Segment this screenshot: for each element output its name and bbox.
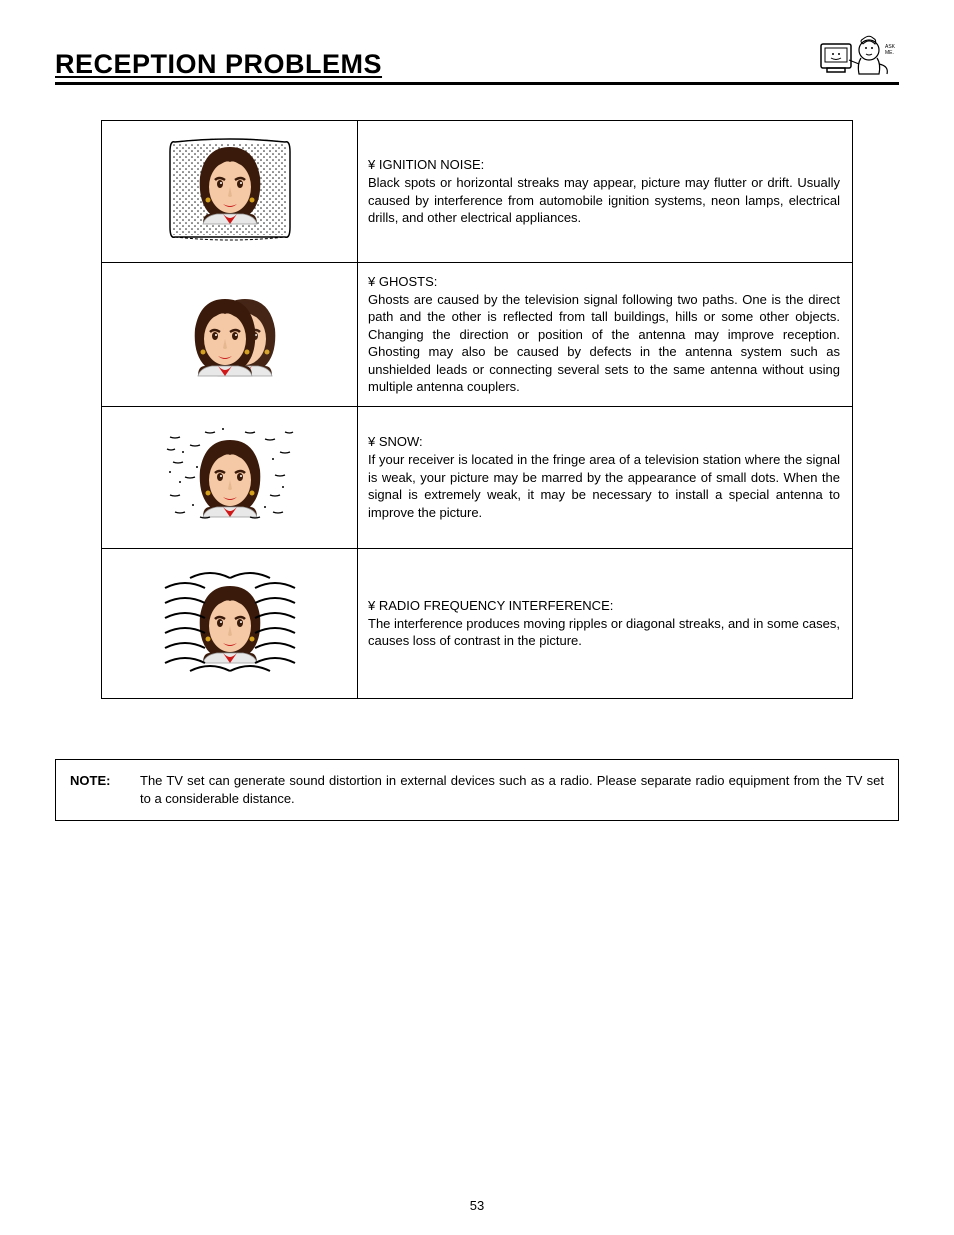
problem-heading: ¥ IGNITION NOISE: bbox=[368, 156, 840, 174]
page-number: 53 bbox=[0, 1198, 954, 1213]
description-snow: ¥ SNOW: If your receiver is located in t… bbox=[358, 406, 853, 548]
problem-heading: ¥ RADIO FREQUENCY INTERFERENCE: bbox=[368, 597, 840, 615]
note-text: The TV set can generate sound distortion… bbox=[140, 772, 884, 808]
description-ghosts: ¥ GHOSTS: Ghosts are caused by the telev… bbox=[358, 263, 853, 407]
illustration-ghosts bbox=[102, 263, 358, 407]
illustration-ignition-noise bbox=[102, 121, 358, 263]
svg-text:ME.: ME. bbox=[885, 50, 894, 56]
problem-heading: ¥ SNOW: bbox=[368, 433, 840, 451]
note-box: NOTE: The TV set can generate sound dist… bbox=[55, 759, 899, 821]
problem-body: Ghosts are caused by the television sign… bbox=[368, 292, 840, 395]
table-row: ¥ RADIO FREQUENCY INTERFERENCE: The inte… bbox=[102, 548, 853, 698]
problem-body: The interference produces moving ripples… bbox=[368, 616, 840, 649]
page-title: RECEPTION PROBLEMS bbox=[55, 49, 382, 80]
ask-me-icon: ASK ME. bbox=[819, 30, 899, 80]
illustration-rf-interference bbox=[102, 548, 358, 698]
table-row: ¥ SNOW: If your receiver is located in t… bbox=[102, 406, 853, 548]
problem-body: Black spots or horizontal streaks may ap… bbox=[368, 175, 840, 225]
description-ignition-noise: ¥ IGNITION NOISE: Black spots or horizon… bbox=[358, 121, 853, 263]
note-label: NOTE: bbox=[70, 772, 140, 808]
description-rf-interference: ¥ RADIO FREQUENCY INTERFERENCE: The inte… bbox=[358, 548, 853, 698]
problem-body: If your receiver is located in the fring… bbox=[368, 452, 840, 520]
table-row: ¥ IGNITION NOISE: Black spots or horizon… bbox=[102, 121, 853, 263]
page-header: RECEPTION PROBLEMS ASK ME. bbox=[55, 30, 899, 85]
illustration-snow bbox=[102, 406, 358, 548]
table-row: ¥ GHOSTS: Ghosts are caused by the telev… bbox=[102, 263, 853, 407]
problem-heading: ¥ GHOSTS: bbox=[368, 273, 840, 291]
problems-table: ¥ IGNITION NOISE: Black spots or horizon… bbox=[101, 120, 853, 699]
